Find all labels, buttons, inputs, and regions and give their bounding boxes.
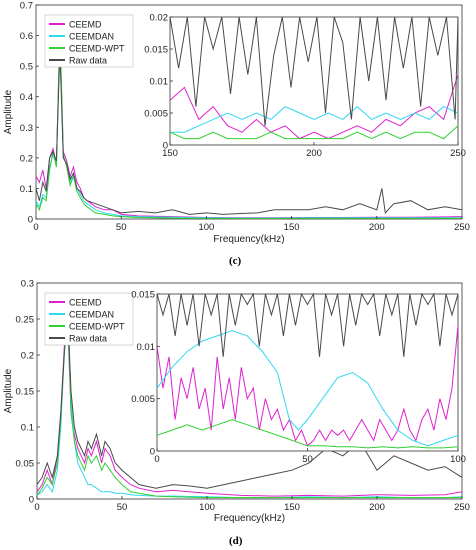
inset-y-tick-label: 0.02 — [150, 13, 169, 24]
y-tick-label: 0 — [28, 215, 33, 226]
legend-label: Raw data — [69, 334, 107, 344]
series-line-raw-data — [35, 50, 463, 215]
inset-y-tick-label: 0.01 — [137, 342, 156, 353]
inset-x-tick-label: 200 — [306, 148, 322, 159]
legend: CEEMD CEEMDAN CEEMD-WPT Raw data — [44, 14, 134, 68]
y-tick-label: 0.7 — [20, 1, 33, 12]
series-group — [169, 16, 459, 140]
inset-x-tick-label: 150 — [162, 148, 178, 159]
legend-label: Raw data — [69, 56, 107, 66]
x-tick-label: 200 — [369, 502, 385, 513]
series-line-raw-data — [169, 16, 459, 126]
legend-label: CEEMDAN — [69, 32, 114, 42]
series-group — [156, 292, 459, 449]
x-tick-label: 0 — [34, 502, 39, 513]
inset-y-tick-label: 0.005 — [131, 394, 155, 405]
x-tick-label: 250 — [454, 222, 470, 233]
x-tick-label: 250 — [454, 502, 470, 513]
inset-x-tick-label: 50 — [302, 454, 313, 465]
y-axis-label: Amplitude — [3, 89, 14, 134]
series-group — [35, 29, 463, 219]
x-tick-label: 150 — [284, 502, 300, 513]
inset-y-tick-label: 0.015 — [131, 290, 155, 301]
y-tick-label: 0.6 — [20, 31, 33, 42]
series-line-ceemdan — [170, 105, 459, 133]
y-tick-label: 0 — [29, 495, 34, 506]
series-line-ceemdan — [156, 330, 459, 447]
x-axis-label: Frequency(kHz) — [214, 513, 285, 524]
inset-y-tick-label: 0.015 — [144, 45, 168, 56]
x-tick-label: 50 — [117, 502, 128, 513]
x-axis-label: Frequency(kHz) — [213, 234, 284, 245]
caption-d: (d) — [229, 535, 243, 547]
series-line-ceemdan — [35, 32, 462, 219]
x-tick-label: 100 — [198, 222, 214, 233]
y-tick-label: 0.25 — [16, 315, 35, 326]
legend-box — [44, 14, 134, 68]
y-tick-label: 0.1 — [21, 423, 34, 434]
legend-label: CEEMDAN — [69, 310, 114, 320]
y-tick-label: 0.5 — [20, 62, 33, 73]
inset-x-tick-label: 250 — [450, 148, 466, 159]
x-tick-label: 150 — [284, 222, 300, 233]
y-tick-label: 0.4 — [20, 92, 33, 103]
series-line-ceemd — [169, 74, 459, 140]
inset-y-tick-label: 0.01 — [150, 77, 169, 88]
y-tick-label: 0.15 — [16, 387, 35, 398]
legend-label: CEEMD — [69, 20, 102, 30]
x-tick-label: 200 — [369, 222, 385, 233]
inset-x-tick-label: 100 — [450, 454, 466, 465]
series-line-raw-data — [156, 292, 459, 357]
x-tick-label: 50 — [116, 222, 127, 233]
inset-y-tick-label: 0 — [163, 141, 168, 152]
inset-y-tick-label: 0.005 — [144, 109, 168, 120]
plot-frame — [169, 16, 459, 146]
inset-y-tick-label: 0 — [150, 447, 155, 458]
inset-x-tick-label: 0 — [154, 454, 159, 465]
y-tick-label: 0.3 — [21, 279, 34, 290]
legend: CEEMD CEEMDAN CEEMD-WPT Raw data — [44, 292, 134, 346]
legend-label: CEEMD-WPT — [69, 44, 125, 54]
series-line-ceemd-wpt — [156, 419, 459, 449]
legend-label: CEEMD — [69, 298, 102, 308]
y-tick-label: 0.3 — [20, 123, 33, 134]
series-line-ceemd-wpt — [169, 125, 459, 140]
caption-c: (c) — [229, 255, 242, 267]
x-tick-label: 0 — [33, 222, 38, 233]
y-tick-label: 0.2 — [21, 351, 34, 362]
x-tick-label: 100 — [199, 502, 215, 513]
y-tick-label: 0.1 — [20, 184, 33, 195]
y-tick-label: 0.05 — [16, 459, 35, 470]
legend-label: CEEMD-WPT — [69, 322, 125, 332]
y-tick-label: 0.2 — [20, 153, 33, 164]
y-axis-label: Amplitude — [3, 368, 14, 413]
